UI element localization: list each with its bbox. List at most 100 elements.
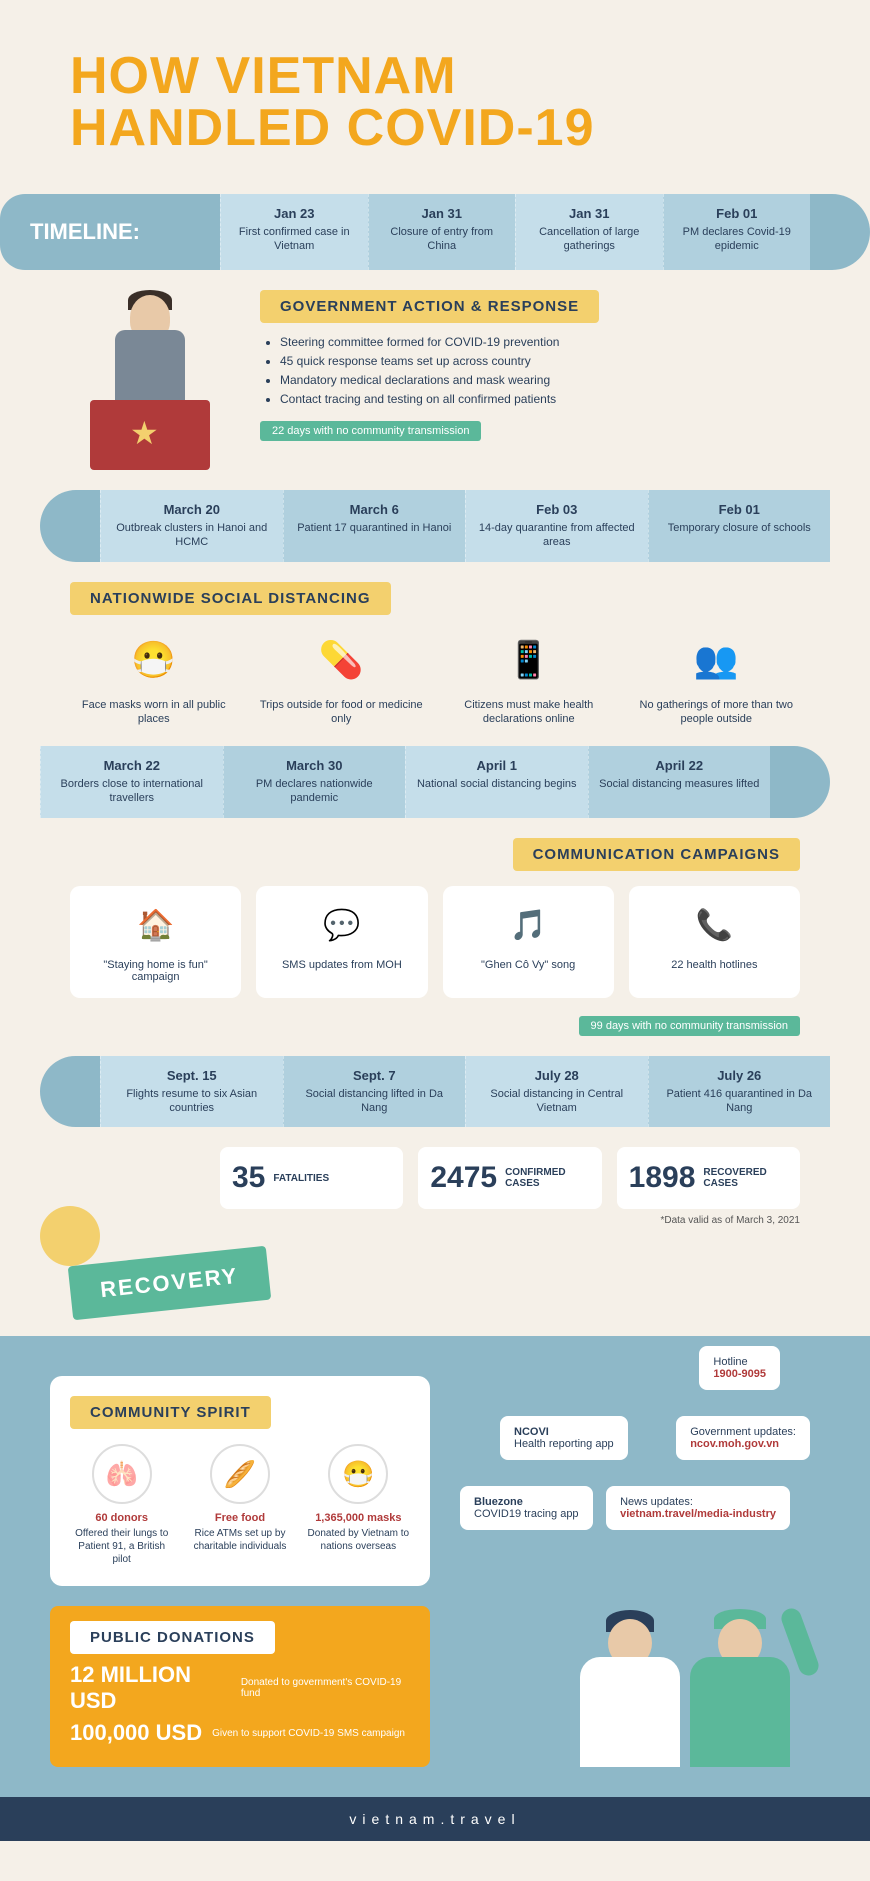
ncovi-title: NCOVI — [514, 1426, 614, 1438]
left-column: COMMUNITY SPIRIT 🫁 60 donors Offered the… — [50, 1376, 430, 1767]
comm-text: "Ghen Cô Vy" song — [453, 959, 604, 971]
hotline-label: Hotline — [713, 1356, 766, 1368]
timeline-item: Jan 31 Closure of entry from China — [368, 194, 516, 270]
spirit-desc: Donated by Vietnam to nations overseas — [307, 1527, 410, 1553]
curve-decoration — [770, 746, 830, 818]
stat-number: 1898 — [629, 1161, 696, 1195]
star-icon: ★ — [130, 414, 159, 452]
timeline-desc: Patient 416 quarantined in Da Nang — [657, 1087, 823, 1116]
footer: vietnam.travel — [0, 1797, 870, 1841]
spirit-title: 1,365,000 masks — [307, 1512, 410, 1524]
recovery-ribbon: RECOVERY — [70, 1236, 290, 1306]
timeline-date: Feb 01 — [672, 206, 803, 221]
timeline-item: July 26 Patient 416 quarantined in Da Na… — [648, 1056, 831, 1128]
sms-icon: 💬 — [266, 901, 417, 951]
communication-section: COMMUNICATION CAMPAIGNS 🏠 "Staying home … — [70, 838, 800, 1036]
timeline-desc: Patient 17 quarantined in Hanoi — [292, 521, 458, 535]
communication-title: COMMUNICATION CAMPAIGNS — [513, 838, 800, 871]
news-label: News updates: — [620, 1496, 776, 1508]
timeline-row-2: March 20 Outbreak clusters in Hanoi and … — [40, 490, 830, 562]
timeline-items-1: Jan 23 First confirmed case in Vietnam J… — [220, 194, 810, 270]
government-title: GOVERNMENT ACTION & RESPONSE — [260, 290, 599, 323]
timeline-item: Feb 01 PM declares Covid-19 epidemic — [663, 194, 811, 270]
timeline-desc: Closure of entry from China — [377, 225, 508, 254]
news-bubble: News updates: vietnam.travel/media-indus… — [606, 1486, 790, 1530]
people-icon: 👥 — [686, 630, 746, 690]
doctor-illustration — [580, 1607, 680, 1767]
donation-desc: Given to support COVID-19 SMS campaign — [212, 1728, 405, 1739]
spirit-item: 🥖 Free food Rice ATMs set up by charitab… — [188, 1444, 291, 1566]
title-line1: HOW VIETNAM — [70, 50, 800, 102]
gov-label: Government updates: — [690, 1426, 796, 1438]
timeline-date: Feb 01 — [657, 502, 823, 517]
music-icon: 🎵 — [453, 901, 604, 951]
timeline-desc: Borders close to international traveller… — [49, 777, 215, 806]
pill-icon: 💊 — [311, 630, 371, 690]
donations-title: PUBLIC DONATIONS — [70, 1621, 275, 1654]
dist-item: 👥 No gatherings of more than two people … — [633, 630, 801, 727]
timeline-date: April 22 — [597, 758, 763, 773]
timeline-items-4: Sept. 15 Flights resume to six Asian cou… — [100, 1056, 830, 1128]
comm-text: 22 health hotlines — [639, 959, 790, 971]
timeline-desc: Temporary closure of schools — [657, 521, 823, 535]
timeline-date: Jan 31 — [524, 206, 655, 221]
timeline-item: Feb 03 14-day quarantine from affected a… — [465, 490, 648, 562]
infographic-page: HOW VIETNAM HANDLED COVID-19 TIMELINE: J… — [0, 0, 870, 1881]
stat-label: CONFIRMED CASES — [505, 1167, 590, 1189]
stat-card: 2475 CONFIRMED CASES — [418, 1147, 601, 1209]
curve-decoration — [40, 1056, 100, 1128]
medics-illustration — [580, 1587, 800, 1767]
dist-item: 📱 Citizens must make health declarations… — [445, 630, 613, 727]
timeline-row-4: Sept. 15 Flights resume to six Asian cou… — [40, 1056, 830, 1128]
dist-text: Face masks worn in all public places — [70, 698, 238, 727]
news-url: vietnam.travel/media-industry — [620, 1508, 776, 1520]
timeline-date: July 26 — [657, 1068, 823, 1083]
title-line2: HANDLED COVID-19 — [70, 102, 800, 154]
comm-card: 🏠 "Staying home is fun" campaign — [70, 886, 241, 998]
bread-icon: 🥖 — [210, 1444, 270, 1504]
gov-bullet: Steering committee formed for COVID-19 p… — [280, 335, 800, 349]
timeline-row-3: March 22 Borders close to international … — [40, 746, 830, 818]
timeline-row-1: TIMELINE: Jan 23 First confirmed case in… — [0, 194, 870, 270]
spirit-desc: Rice ATMs set up by charitable individua… — [188, 1527, 291, 1553]
ncovi-bubble: NCOVI Health reporting app — [500, 1416, 628, 1460]
house-icon: 🏠 — [80, 901, 231, 951]
timeline-desc: National social distancing begins — [414, 777, 580, 791]
donation-amount: 100,000 USD — [70, 1720, 202, 1746]
timeline-date: March 22 — [49, 758, 215, 773]
timeline-items-3: March 22 Borders close to international … — [40, 746, 770, 818]
stat-card: 35 FATALITIES — [220, 1147, 403, 1209]
spirit-title: 60 donors — [70, 1512, 173, 1524]
header: HOW VIETNAM HANDLED COVID-19 — [0, 0, 870, 184]
timeline-desc: Flights resume to six Asian countries — [109, 1087, 275, 1116]
community-title: COMMUNITY SPIRIT — [70, 1396, 271, 1429]
timeline-desc: 14-day quarantine from affected areas — [474, 521, 640, 550]
timeline-item: Sept. 15 Flights resume to six Asian cou… — [100, 1056, 283, 1128]
timeline-item: Feb 01 Temporary closure of schools — [648, 490, 831, 562]
speaker-illustration: ★ — [70, 290, 230, 470]
mask-icon: 😷 — [124, 630, 184, 690]
timeline-date: Jan 31 — [377, 206, 508, 221]
stat-number: 35 — [232, 1161, 265, 1195]
timeline-item: April 22 Social distancing measures lift… — [588, 746, 771, 818]
spirit-item: 😷 1,365,000 masks Donated by Vietnam to … — [307, 1444, 410, 1566]
no-transmission-badge: 99 days with no community transmission — [579, 1016, 800, 1036]
stats-row: 35 FATALITIES 2475 CONFIRMED CASES 1898 … — [220, 1147, 800, 1209]
sun-icon — [40, 1206, 100, 1266]
timeline-desc: PM declares nationwide pandemic — [232, 777, 398, 806]
community-items: 🫁 60 donors Offered their lungs to Patie… — [70, 1444, 410, 1566]
timeline-desc: Outbreak clusters in Hanoi and HCMC — [109, 521, 275, 550]
spirit-item: 🫁 60 donors Offered their lungs to Patie… — [70, 1444, 173, 1566]
comm-card: 🎵 "Ghen Cô Vy" song — [443, 886, 614, 998]
community-card: COMMUNITY SPIRIT 🫁 60 donors Offered the… — [50, 1376, 430, 1586]
distancing-items: 😷 Face masks worn in all public places 💊… — [70, 630, 800, 727]
timeline-desc: Social distancing in Central Vietnam — [474, 1087, 640, 1116]
timeline-date: Feb 03 — [474, 502, 640, 517]
bluezone-bubble: Bluezone COVID19 tracing app — [460, 1486, 593, 1530]
distancing-title: NATIONWIDE SOCIAL DISTANCING — [70, 582, 391, 615]
timeline-items-2: March 20 Outbreak clusters in Hanoi and … — [100, 490, 830, 562]
timeline-date: April 1 — [414, 758, 580, 773]
timeline-label: TIMELINE: — [0, 194, 220, 270]
timeline-date: March 6 — [292, 502, 458, 517]
phone-icon: 📱 — [499, 630, 559, 690]
